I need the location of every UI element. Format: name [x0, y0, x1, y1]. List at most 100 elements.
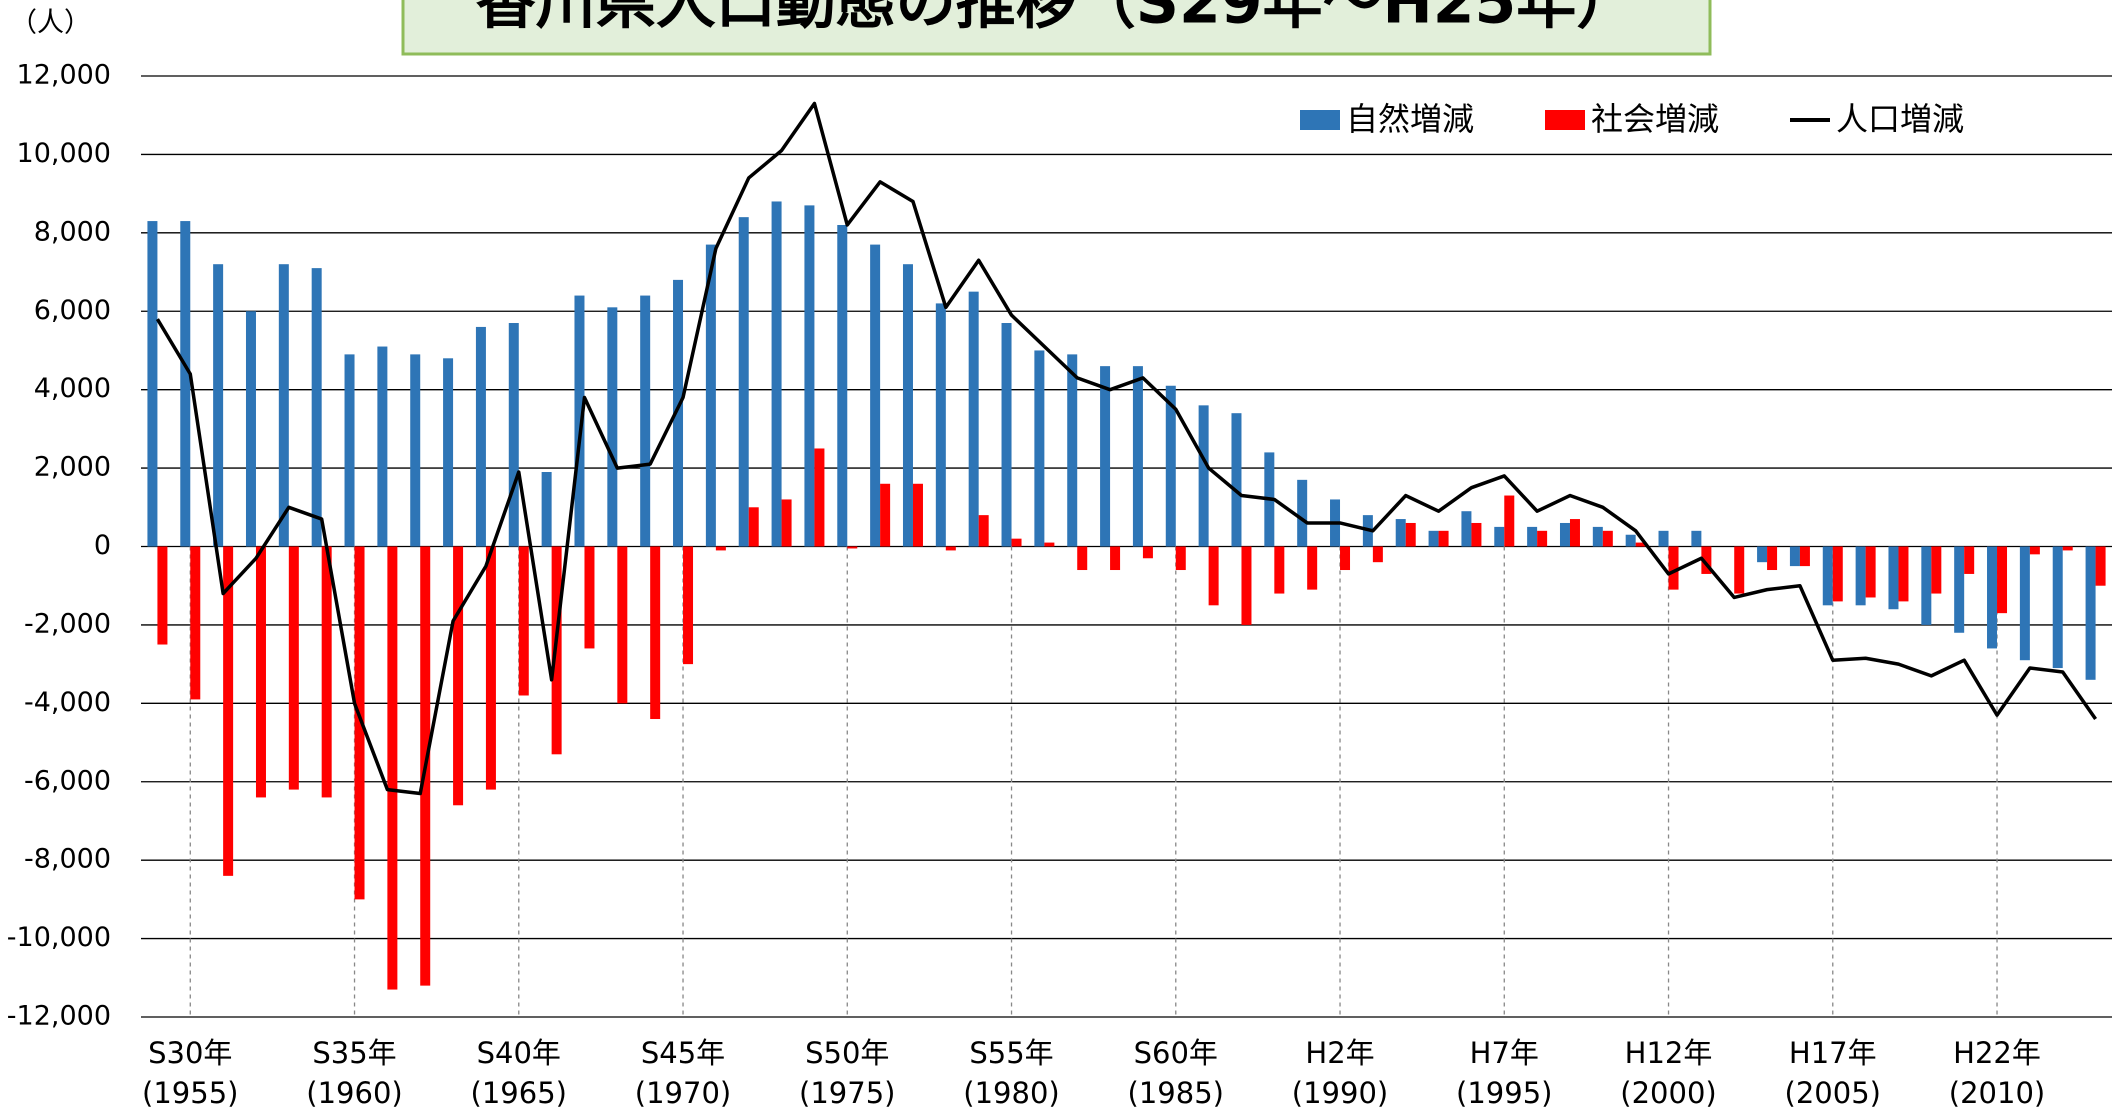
bar [223, 546, 234, 876]
bar [683, 546, 694, 665]
bar [518, 546, 529, 696]
bar [1635, 542, 1646, 547]
x-tick-label: (1990) [1292, 1076, 1388, 1110]
bar [705, 244, 716, 547]
x-tick-label: (1980) [963, 1076, 1059, 1110]
y-tick-label: -4,000 [24, 687, 111, 718]
bar [288, 546, 299, 790]
bar [715, 546, 726, 551]
bar [1110, 546, 1121, 571]
bar [2029, 546, 2040, 555]
bar [2062, 546, 2073, 551]
bar [157, 546, 168, 645]
y-tick-label: 8,000 [34, 216, 111, 247]
x-tick-label: S40年 [477, 1036, 561, 1070]
bar [1734, 546, 1745, 594]
bar [837, 224, 848, 547]
bar [1997, 546, 2008, 614]
bar [880, 483, 891, 547]
bar [1001, 323, 1012, 547]
bar [673, 279, 684, 547]
bar [945, 546, 956, 551]
bar [1307, 546, 1318, 590]
bar [147, 221, 158, 547]
x-tick-label: H12年 [1625, 1036, 1713, 1070]
bar [1077, 546, 1088, 571]
y-tick-label: 2,000 [34, 452, 111, 483]
bar [2019, 546, 2030, 661]
x-tick-label: H7年 [1470, 1036, 1539, 1070]
bar [278, 264, 289, 547]
x-tick-label: S30年 [148, 1036, 232, 1070]
bar [1494, 526, 1505, 547]
bar [1592, 526, 1603, 547]
x-tick-label: (1995) [1456, 1076, 1552, 1110]
x-tick-label: (2000) [1620, 1076, 1716, 1110]
bar [1011, 538, 1022, 547]
y-tick-label: 0 [94, 530, 111, 561]
bar [1888, 546, 1899, 610]
bar [771, 201, 782, 547]
bar [377, 346, 388, 547]
bar [650, 546, 661, 720]
y-tick-label: -12,000 [7, 1001, 111, 1032]
x-tick-label: (2005) [1785, 1076, 1881, 1110]
bar [1165, 385, 1176, 547]
y-tick-label: 6,000 [34, 295, 111, 326]
y-tick-label: 4,000 [34, 373, 111, 404]
legend-label: 自然増減 [1346, 100, 1474, 138]
bar [180, 221, 191, 547]
bar [781, 499, 792, 547]
bar [1964, 546, 1975, 574]
bar [1701, 546, 1712, 574]
bar [1668, 546, 1679, 590]
bar [541, 472, 552, 547]
bar [1132, 366, 1143, 547]
bar [245, 311, 256, 547]
bar [1537, 530, 1548, 547]
bar [1832, 546, 1843, 602]
bar [255, 546, 266, 798]
bar [1921, 546, 1932, 625]
bar [584, 546, 595, 649]
bar [1898, 546, 1909, 602]
bar [1034, 350, 1045, 547]
bar [1822, 546, 1833, 606]
bar [748, 507, 759, 547]
bar [738, 217, 749, 547]
x-tick-label: (1965) [471, 1076, 567, 1110]
bar [640, 295, 651, 547]
bar [1231, 413, 1242, 547]
y-tick-label: -6,000 [24, 765, 111, 796]
y-tick-label: 10,000 [17, 138, 111, 169]
bar [1297, 479, 1308, 547]
x-tick-label: (1975) [799, 1076, 895, 1110]
bar [321, 546, 332, 798]
bar [344, 354, 355, 547]
x-tick-label: (1960) [306, 1076, 402, 1110]
bar [410, 354, 421, 547]
bar [1067, 354, 1078, 547]
bar [978, 515, 989, 547]
bar [1438, 530, 1449, 547]
bar [1471, 522, 1482, 547]
bar [607, 307, 618, 547]
x-tick-label: (1985) [1128, 1076, 1224, 1110]
bar [912, 483, 923, 547]
y-tick-label: 12,000 [17, 60, 111, 91]
bar [1461, 511, 1472, 547]
bar [387, 546, 398, 990]
bar [1395, 519, 1406, 547]
bar [485, 546, 496, 790]
x-tick-label: H22年 [1953, 1036, 2041, 1070]
bar [354, 546, 365, 900]
legend-item: 人口増減 [1790, 100, 1964, 138]
bar [1954, 546, 1965, 633]
bar [1757, 546, 1768, 563]
bar [902, 264, 913, 547]
bar [1405, 522, 1416, 547]
bar [1625, 534, 1636, 547]
bar [1987, 546, 1998, 649]
